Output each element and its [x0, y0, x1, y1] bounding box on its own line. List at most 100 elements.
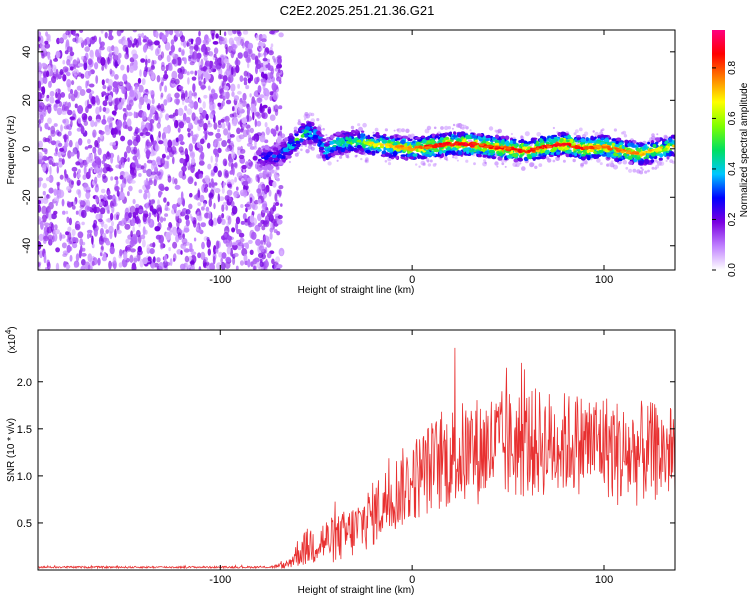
noise-blob: [38, 31, 42, 37]
noise-blob: [42, 70, 48, 78]
noise-blob: [77, 63, 84, 67]
noise-blob: [163, 99, 168, 106]
noise-blob: [178, 146, 184, 153]
noise-blob: [203, 122, 208, 131]
track-blob: [532, 157, 536, 161]
noise-blob: [43, 239, 47, 244]
noise-blob: [245, 242, 249, 249]
track-halo-dot: [620, 131, 624, 135]
noise-blob: [254, 55, 259, 65]
track-blob: [463, 147, 470, 151]
noise-blob: [273, 104, 279, 113]
noise-blob: [47, 64, 51, 73]
track-blob: [514, 145, 518, 149]
noise-blob: [155, 31, 159, 39]
track-blob: [313, 138, 318, 143]
track-core: [578, 146, 584, 150]
track-halo-dot: [578, 127, 583, 132]
noise-blob: [158, 44, 161, 49]
track-core: [602, 144, 607, 147]
track-halo-dot: [310, 118, 316, 123]
noise-blob: [233, 193, 237, 199]
track-blob: [672, 134, 675, 139]
track-blob: [397, 135, 402, 138]
noise-blob: [38, 262, 41, 268]
track-blob: [425, 136, 430, 141]
track-blob: [513, 158, 519, 163]
noise-blob: [242, 123, 247, 128]
track-core: [629, 152, 636, 155]
noise-blob: [66, 186, 71, 191]
noise-blob: [182, 170, 185, 177]
track-blob: [519, 154, 523, 158]
noise-blob: [213, 148, 218, 156]
track-halo-dot: [610, 160, 614, 164]
track-blob: [593, 156, 600, 159]
track-blob: [606, 154, 612, 158]
noise-blob: [64, 169, 67, 177]
track-core: [483, 145, 490, 149]
track-blob: [482, 136, 486, 140]
noise-blob: [257, 213, 262, 222]
noise-blob: [223, 31, 227, 37]
noise-blob: [249, 146, 255, 150]
track-blob: [500, 135, 506, 140]
track-blob: [294, 146, 299, 150]
track-halo-dot: [641, 168, 644, 171]
noise-blob: [66, 59, 71, 66]
snr-x-ticks: -100 0 100: [209, 330, 613, 586]
noise-blob: [53, 103, 58, 112]
track-blob: [323, 152, 328, 155]
track-blob: [633, 154, 638, 159]
track-blob: [602, 134, 608, 138]
noise-blob: [247, 106, 251, 111]
track-blob: [270, 162, 276, 165]
noise-blob: [188, 96, 192, 103]
track-blob: [560, 131, 566, 136]
track-blob: [320, 138, 327, 142]
track-blob: [581, 153, 586, 157]
noise-blob: [80, 200, 84, 206]
track-blob: [400, 154, 407, 157]
noise-blob: [144, 229, 148, 235]
noise-blob: [166, 226, 171, 231]
noise-blob: [113, 46, 119, 56]
noise-blob: [99, 201, 103, 207]
noise-blob: [272, 129, 277, 137]
noise-blob: [77, 168, 81, 174]
noise-blob: [73, 201, 77, 206]
noise-blob: [169, 258, 173, 267]
track-core: [487, 144, 493, 147]
spectrogram-x-label: Height of straight line (km): [298, 285, 415, 296]
noise-blob: [238, 232, 245, 238]
track-halo-dot: [654, 158, 658, 162]
noise-blob: [271, 258, 275, 265]
track-halo-dot: [592, 130, 595, 133]
noise-blob: [192, 137, 197, 145]
noise-blob: [107, 56, 110, 65]
track-core: [380, 143, 384, 146]
noise-blob: [233, 252, 239, 257]
noise-blob: [128, 185, 133, 192]
track-core: [506, 147, 512, 150]
track-blob: [433, 149, 440, 153]
noise-blob: [53, 197, 57, 202]
noise-blob: [87, 144, 93, 149]
noise-blob: [188, 143, 193, 152]
noise-blob: [275, 124, 279, 132]
noise-blob: [269, 91, 274, 96]
noise-blob: [101, 65, 105, 71]
track-blob: [340, 140, 345, 145]
noise-blob: [40, 50, 45, 57]
noise-blob: [78, 249, 82, 259]
track-blob: [434, 135, 439, 139]
noise-blob: [86, 186, 91, 191]
track-blob: [452, 135, 458, 138]
track-core: [553, 144, 559, 147]
noise-blob: [140, 58, 146, 63]
noise-blob: [119, 175, 124, 180]
noise-blob: [249, 249, 254, 255]
noise-blob: [53, 188, 58, 196]
noise-blob: [118, 81, 124, 87]
noise-blob: [123, 251, 128, 261]
